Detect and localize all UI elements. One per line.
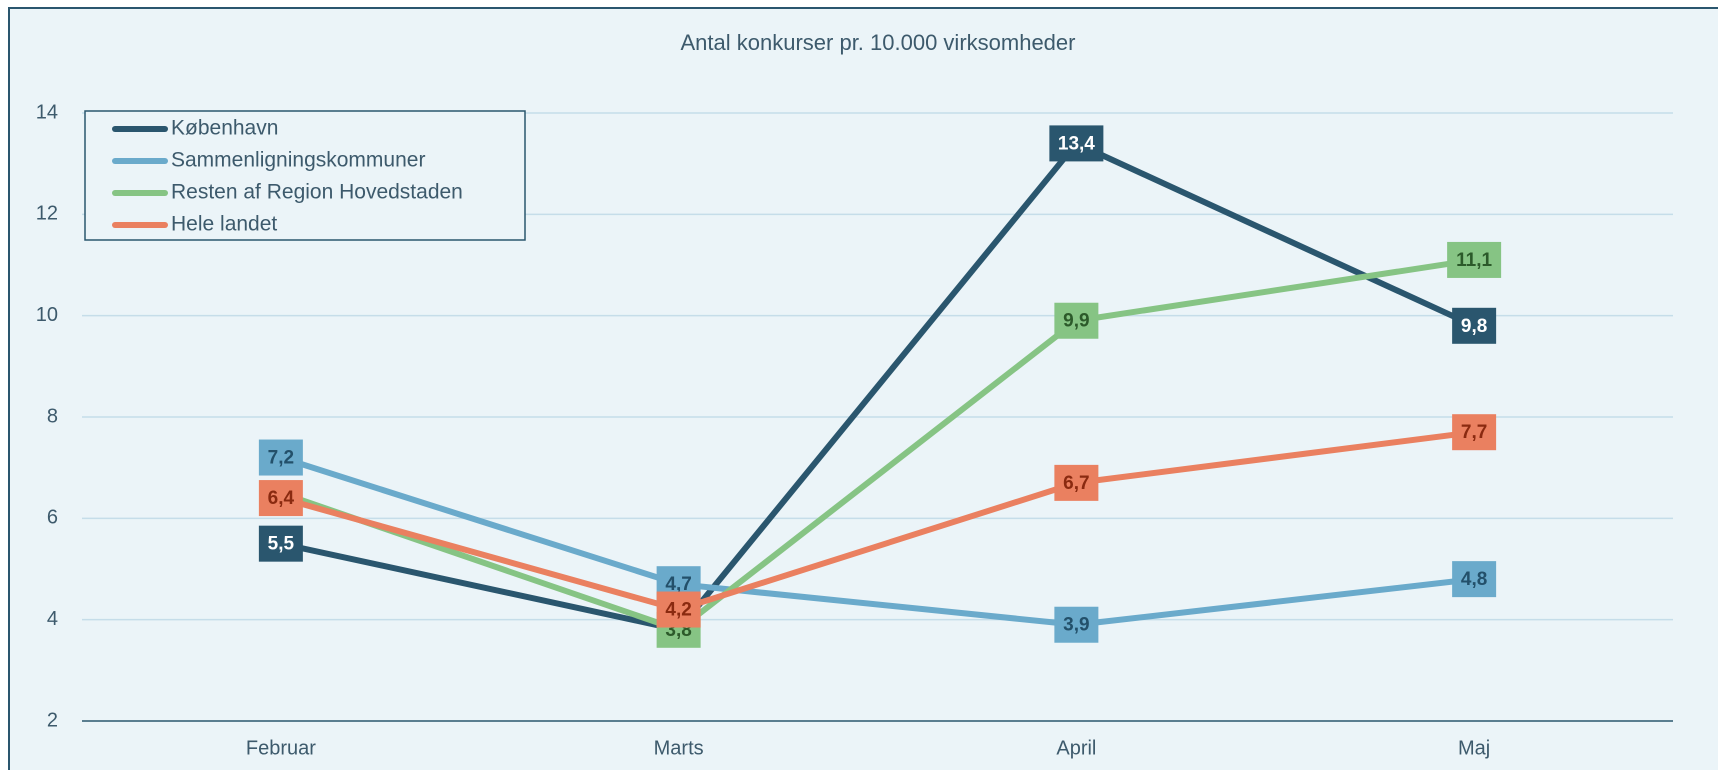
data-label-box <box>1452 561 1497 598</box>
data-label-box <box>1054 464 1099 501</box>
legend-label: Hele landet <box>171 213 277 236</box>
data-label-box <box>1447 241 1502 278</box>
data-label: 5,5 <box>268 534 295 555</box>
y-tick-label: 14 <box>36 101 58 123</box>
y-tick-label: 8 <box>47 405 58 427</box>
data-label: 13,4 <box>1058 133 1095 154</box>
series-line <box>279 256 1475 633</box>
data-label-box <box>1452 414 1497 451</box>
data-label: 9,8 <box>1461 316 1487 337</box>
data-label: 4,8 <box>1461 569 1487 590</box>
data-label-box <box>1452 307 1497 344</box>
data-label-box <box>1054 302 1099 339</box>
chart-title: Antal konkurser pr. 10.000 virksomheder <box>681 30 1076 55</box>
data-label-box <box>1054 606 1099 643</box>
y-tick-label: 6 <box>47 507 58 529</box>
series-line <box>279 454 1475 628</box>
y-tick-label: 10 <box>36 304 58 326</box>
legend-label: Sammenligningskommuner <box>171 149 425 172</box>
data-label: 6,7 <box>1063 473 1089 494</box>
y-tick-label: 2 <box>47 709 58 731</box>
data-label: 7,2 <box>268 448 294 469</box>
data-label: 9,9 <box>1063 311 1089 332</box>
legend-label: Resten af Region Hovedstaden <box>171 181 463 204</box>
data-label-box <box>258 439 303 476</box>
data-label: 4,2 <box>665 600 691 621</box>
data-label: 7,7 <box>1461 422 1487 443</box>
y-tick-label: 4 <box>47 608 58 630</box>
data-label: 11,1 <box>1456 250 1492 271</box>
x-tick-label: Marts <box>654 737 704 759</box>
data-label: 3,9 <box>1063 615 1089 636</box>
legend-box <box>84 110 526 241</box>
data-label: 6,4 <box>268 488 295 509</box>
series-line <box>280 429 1475 613</box>
series-line <box>280 140 1476 633</box>
data-label-box <box>1049 125 1104 162</box>
data-label-box <box>258 525 303 562</box>
x-tick-label: Maj <box>1458 737 1490 759</box>
y-tick-label: 12 <box>36 203 58 225</box>
x-tick-label: Februar <box>246 737 316 759</box>
data-label-box <box>258 480 303 517</box>
data-label-box <box>656 591 701 628</box>
data-label: 4,7 <box>665 574 691 595</box>
legend-label: København <box>171 117 278 140</box>
x-tick-label: April <box>1056 737 1096 759</box>
